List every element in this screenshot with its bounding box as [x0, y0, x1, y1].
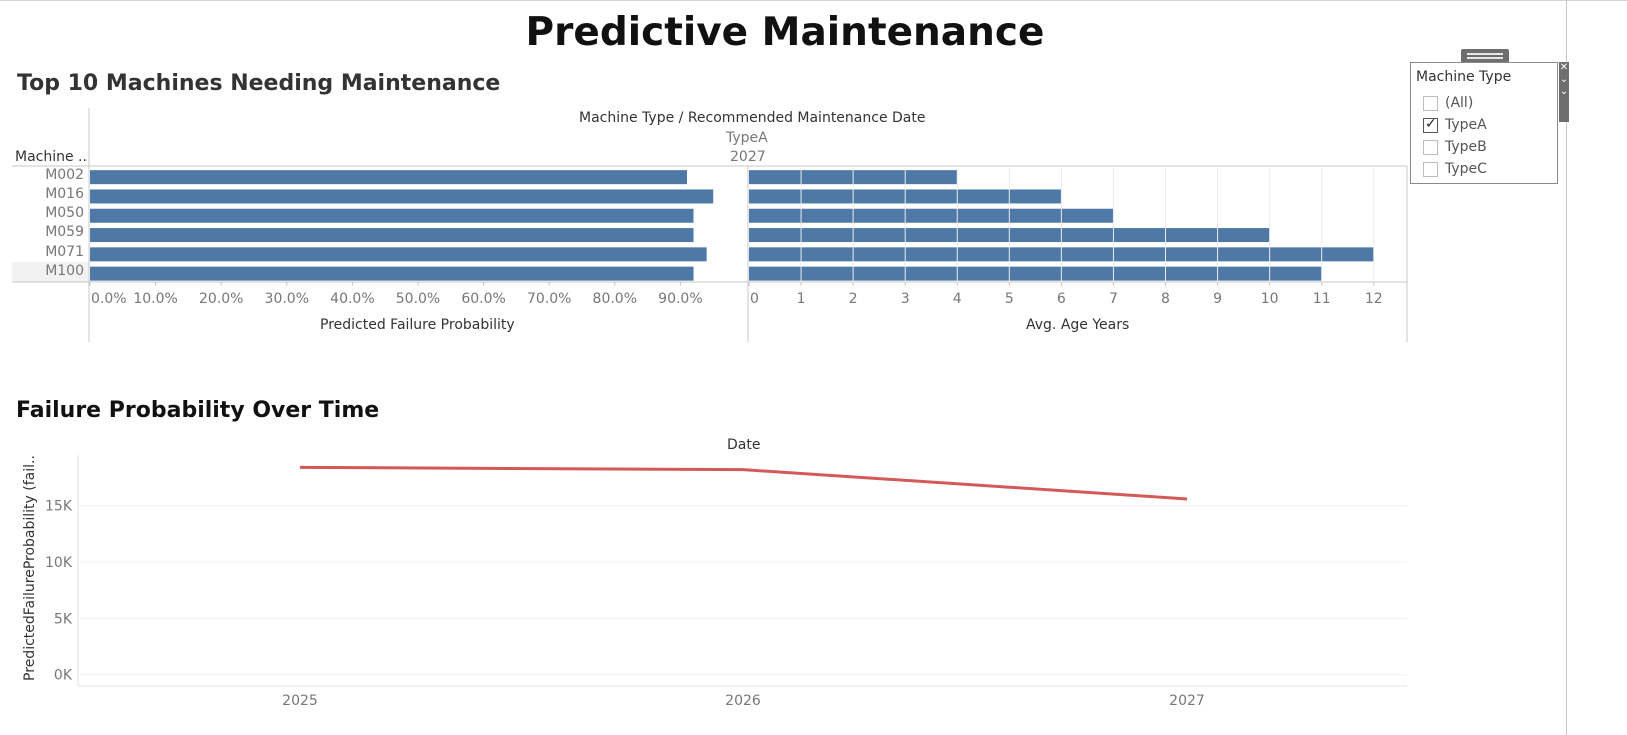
x-tick-label: 2027	[1169, 693, 1205, 709]
bar-frame	[12, 108, 1408, 342]
tick-label: 8	[1161, 291, 1170, 307]
y-tick-label: 10K	[45, 555, 73, 571]
bar-m050	[749, 208, 1114, 223]
drag-handle[interactable]	[1461, 49, 1509, 62]
year-header: 2027	[730, 149, 766, 165]
checkbox-checked-icon[interactable]	[1423, 116, 1438, 133]
filter-option-label: TypeA	[1445, 117, 1487, 133]
machine-type-filter: Machine Type (All) TypeA TypeB TypeC	[1410, 62, 1558, 184]
tick-label: 10.0%	[133, 291, 177, 307]
line-section-title: Failure Probability Over Time	[16, 398, 380, 423]
tick-label: 4	[953, 291, 962, 307]
tick-label: 3	[901, 291, 910, 307]
checkbox-icon[interactable]	[1423, 161, 1438, 177]
tick-label: 30.0%	[265, 291, 309, 307]
bar-m100	[749, 266, 1322, 281]
tick-label: 0.0%	[91, 291, 127, 307]
line-x-ticks: 2025 2026 2027	[282, 693, 1205, 709]
tick-label: 1	[797, 291, 806, 307]
tick-label: 11	[1313, 291, 1331, 307]
line-grid	[77, 455, 1407, 687]
failure-probability-ticks: 0.0% 10.0% 20.0% 30.0% 40.0% 50.0% 60.0% 70.0% 8…	[89, 282, 703, 307]
age-ticks: 0 1 2 3 4 5 6 7 8 9 10 11 12	[748, 167, 1383, 307]
column-header: Machine Type / Recommended Maintenance D…	[579, 110, 926, 126]
tick-label: 20.0%	[199, 291, 243, 307]
bar-section-title: Top 10 Machines Needing Maintenance	[17, 71, 501, 96]
tick-label: 80.0%	[593, 291, 637, 307]
tick-label: 2	[849, 291, 858, 307]
filter-option-label: (All)	[1445, 95, 1474, 111]
row-header[interactable]: Machine ..	[15, 149, 87, 165]
tick-label: 0	[750, 291, 759, 307]
line-series	[299, 465, 1188, 501]
row-label-5[interactable]: M100	[45, 263, 84, 279]
checkbox-icon[interactable]	[1423, 95, 1438, 111]
tick-label: 90.0%	[658, 291, 702, 307]
y-tick-label: 5K	[54, 611, 73, 627]
bar-charts: 0.0% 10.0% 20.0% 30.0% 40.0% 50.0% 60.0% 70.0% 8…	[12, 108, 1408, 342]
page-title: Predictive Maintenance	[525, 10, 1045, 55]
bar-m059	[90, 228, 694, 243]
tick-label: 60.0%	[461, 291, 505, 307]
bar-m016	[90, 189, 714, 204]
row-label-2[interactable]: M050	[45, 205, 84, 221]
x-tick-label: 2025	[282, 693, 318, 709]
y-tick-label: 0K	[54, 668, 73, 684]
tick-label: 10	[1261, 291, 1279, 307]
row-label-1[interactable]: M016	[45, 186, 84, 202]
filter-option-label: TypeB	[1445, 139, 1487, 155]
tick-label: 70.0%	[527, 291, 571, 307]
tick-label: 40.0%	[330, 291, 374, 307]
row-label-3[interactable]: M059	[45, 224, 84, 240]
failure-probability-line	[299, 465, 1188, 501]
filter-option-typeb[interactable]: TypeB	[1423, 138, 1487, 156]
filter-option-typec[interactable]: TypeC	[1423, 160, 1487, 178]
bar-m100	[90, 266, 694, 281]
checkbox-icon[interactable]	[1423, 139, 1438, 155]
top-border	[0, 0, 1627, 1]
bar-m071	[90, 247, 707, 262]
row-label-4[interactable]: M071	[45, 244, 84, 260]
type-header: TypeA	[726, 130, 768, 146]
tick-label: 12	[1365, 291, 1383, 307]
tick-label: 7	[1109, 291, 1118, 307]
left-axis-title: Predicted Failure Probability	[320, 317, 515, 333]
row-label-0[interactable]: M002	[45, 167, 84, 183]
date-label: Date	[727, 437, 761, 453]
y-tick-label: 15K	[45, 499, 73, 515]
bar-m002	[90, 170, 687, 185]
filter-toolbar[interactable]: ✕ ⌄ ⌄	[1559, 62, 1569, 122]
x-tick-label: 2026	[725, 693, 761, 709]
tick-label: 9	[1213, 291, 1222, 307]
right-border	[1566, 0, 1567, 735]
tick-label: 5	[1005, 291, 1014, 307]
right-axis-title: Avg. Age Years	[1026, 317, 1130, 333]
tick-label: 6	[1057, 291, 1066, 307]
filter-option-typea[interactable]: TypeA	[1423, 116, 1487, 134]
filter-title: Machine Type	[1416, 69, 1512, 85]
failure-probability-bars	[90, 170, 714, 281]
filter-option-label: TypeC	[1445, 161, 1487, 177]
tick-label: 50.0%	[396, 291, 440, 307]
line-y-ticks: 0K 5K 10K 15K	[45, 499, 73, 684]
bar-m050	[90, 208, 694, 223]
filter-option-all[interactable]: (All)	[1423, 94, 1473, 112]
